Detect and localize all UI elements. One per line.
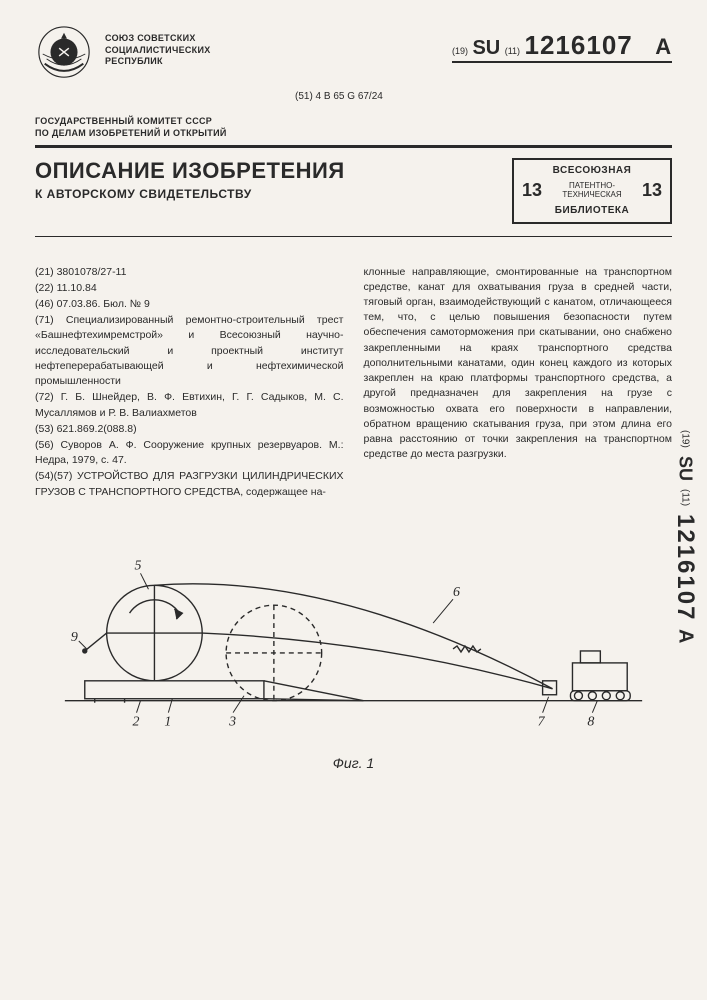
doc-suffix: A <box>655 34 671 59</box>
side-su: SU <box>675 456 696 481</box>
fig-label-8: 8 <box>587 714 594 729</box>
right-column: клонные направляющие, смонтированные на … <box>364 265 673 501</box>
divider <box>35 145 672 148</box>
left-column: (21) 3801078/27-11 (22) 11.10.84 (46) 07… <box>35 265 344 501</box>
code-prefix: (19) <box>452 46 468 56</box>
library-stamp: ВСЕСОЮЗНАЯ 13 ПАТЕНТНО-ТЕХНИЧЕСКАЯ 13 БИ… <box>512 158 672 223</box>
field-71: (71) Специализированный ремонтно-строите… <box>35 313 344 389</box>
side-mid: (11) <box>680 489 691 506</box>
committee-line: ГОСУДАРСТВЕННЫЙ КОМИТЕТ СССР <box>35 116 672 128</box>
country-code: SU <box>472 37 500 62</box>
page-title: ОПИСАНИЕ ИЗОБРЕТЕНИЯ <box>35 158 345 184</box>
header: СОЮЗ СОВЕТСКИХ СОЦИАЛИСТИЧЕСКИХ РЕСПУБЛИ… <box>35 25 672 83</box>
figure-caption: Фиг. 1 <box>35 755 672 771</box>
fig-label-1: 1 <box>164 714 171 729</box>
title-block: ОПИСАНИЕ ИЗОБРЕТЕНИЯ К АВТОРСКОМУ СВИДЕТ… <box>35 158 345 201</box>
stamp-num: 13 <box>642 178 662 203</box>
union-line: СОЦИАЛИСТИЧЕСКИХ <box>105 45 211 57</box>
abstract-text: клонные направляющие, смонтированные на … <box>364 265 673 463</box>
fig-label-6: 6 <box>453 585 460 600</box>
page-subtitle: К АВТОРСКОМУ СВИДЕТЕЛЬСТВУ <box>35 187 345 201</box>
field-22: (22) 11.10.84 <box>35 281 344 296</box>
field-21: (21) 3801078/27-11 <box>35 265 344 280</box>
side-number: 1216107 <box>671 514 699 621</box>
stamp-bot: БИБЛИОТЕКА <box>522 204 662 218</box>
field-72: (72) Г. Б. Шнейдер, В. Ф. Евтихин, Г. Г.… <box>35 390 344 420</box>
figure-1: 5 6 9 2 1 3 7 8 <box>35 531 672 751</box>
union-line: СОЮЗ СОВЕТСКИХ <box>105 33 211 45</box>
doc-code-block: (19) SU (11) 1216107 A <box>452 25 672 63</box>
union-name: СОЮЗ СОВЕТСКИХ СОЦИАЛИСТИЧЕСКИХ РЕСПУБЛИ… <box>105 25 211 68</box>
fig-label-5: 5 <box>135 558 142 573</box>
field-46: (46) 07.03.86. Бюл. № 9 <box>35 297 344 312</box>
stamp-top: ВСЕСОЮЗНАЯ <box>522 164 662 178</box>
committee-line: ПО ДЕЛАМ ИЗОБРЕТЕНИЙ И ОТКРЫТИЙ <box>35 128 672 140</box>
code-11: (11) <box>505 46 520 56</box>
ipc-classification: (51) 4 B 65 G 67/24 <box>295 91 672 102</box>
title-row: ОПИСАНИЕ ИЗОБРЕТЕНИЯ К АВТОРСКОМУ СВИДЕТ… <box>35 158 672 223</box>
field-56: (56) Суворов А. Ф. Сооружение крупных ре… <box>35 438 344 468</box>
field-54: (54)(57) УСТРОЙСТВО ДЛЯ РАЗГРУЗКИ ЦИЛИНД… <box>35 469 344 499</box>
fig-label-9: 9 <box>71 630 78 645</box>
side-a: A <box>674 629 697 643</box>
ipc-prefix: (51) 4 <box>295 91 321 102</box>
fig-label-2: 2 <box>133 714 140 729</box>
state-emblem-icon <box>35 25 93 83</box>
field-53: (53) 621.869.2(088.8) <box>35 422 344 437</box>
stamp-mid: ПАТЕНТНО-ТЕХНИЧЕСКАЯ <box>542 182 642 200</box>
side-prefix: (19) <box>680 430 691 448</box>
ipc-code: B 65 G 67/24 <box>324 91 383 102</box>
committee-name: ГОСУДАРСТВЕННЫЙ КОМИТЕТ СССР ПО ДЕЛАМ ИЗ… <box>35 116 672 139</box>
divider <box>35 236 672 237</box>
fig-label-7: 7 <box>538 714 546 729</box>
body-columns: (21) 3801078/27-11 (22) 11.10.84 (46) 07… <box>35 265 672 501</box>
union-line: РЕСПУБЛИК <box>105 56 211 68</box>
doc-number: 1216107 <box>525 30 633 60</box>
side-doc-code: (19) SU (11) 1216107 A <box>671 430 699 644</box>
fig-label-3: 3 <box>228 714 236 729</box>
stamp-num: 13 <box>522 178 542 203</box>
